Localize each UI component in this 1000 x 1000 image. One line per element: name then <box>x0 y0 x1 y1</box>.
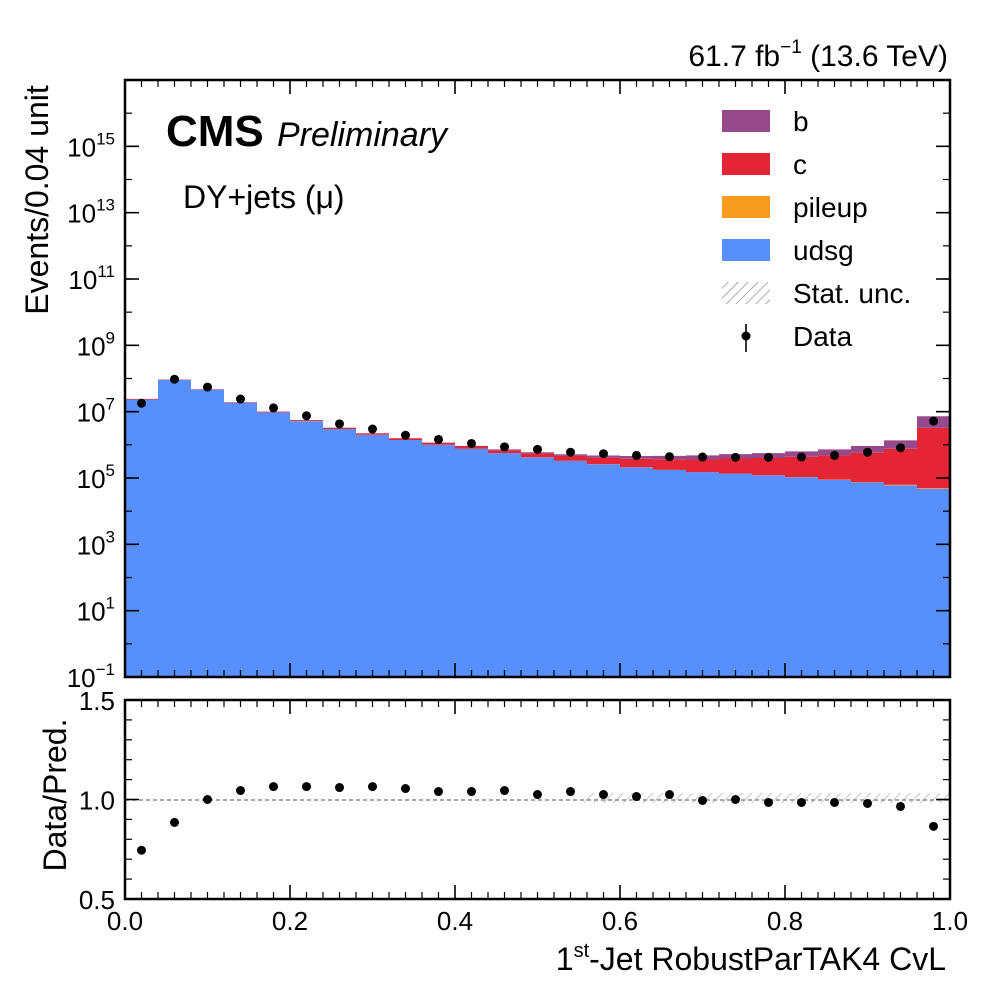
ratio-panel: 0.5 1.0 1.5 0.0 0.2 0.4 0.6 0.8 1.0 <box>79 686 968 936</box>
legend-label-data: Data <box>793 321 853 352</box>
data-point <box>335 419 344 429</box>
lumi-label: 61.7 fb−1 (13.6 TeV) <box>688 37 948 73</box>
y-tick-label: 10−1 <box>67 660 115 693</box>
main-plot-frame <box>123 78 952 679</box>
stack-c <box>125 379 950 489</box>
x-tick-label: 0.0 <box>107 906 143 936</box>
ratio-point <box>863 798 872 808</box>
ratio-point <box>830 797 839 807</box>
data-point <box>797 452 806 462</box>
data-point <box>665 452 674 462</box>
main-panel: 10−1 101 103 105 107 109 1011 1013 1015 <box>67 78 952 693</box>
ratio-point <box>269 782 278 792</box>
y-tick-label: 101 <box>77 594 115 627</box>
ratio-point <box>566 787 575 797</box>
ratio-point <box>467 787 476 797</box>
ratio-point <box>764 797 773 807</box>
ratio-point <box>665 790 674 800</box>
ratio-point <box>599 790 608 800</box>
legend-label-udsg: udsg <box>793 235 854 266</box>
x-tick-label: 0.8 <box>767 906 803 936</box>
data-point <box>896 443 905 453</box>
data-point <box>830 450 839 460</box>
y-tick-label: 1013 <box>67 196 115 229</box>
y-tick-label: 1011 <box>68 262 115 295</box>
main-y-axis-label: Events/0.04 unit <box>19 85 55 315</box>
y-tick-label: 1015 <box>67 129 115 162</box>
legend-swatch-b <box>722 110 770 132</box>
ratio-point <box>698 795 707 805</box>
legend-label-c: c <box>793 149 807 180</box>
cms-label: CMS <box>166 107 264 156</box>
data-point <box>203 382 212 392</box>
stack-udsg <box>125 380 950 677</box>
y-tick-label: 105 <box>77 461 115 494</box>
data-point <box>632 450 641 460</box>
ratio-point <box>797 797 806 807</box>
data-point <box>467 438 476 448</box>
ratio-point <box>302 782 311 792</box>
y-tick-label: 103 <box>77 527 115 560</box>
legend-marker-data <box>741 331 751 341</box>
x-tick-label: 0.2 <box>272 906 308 936</box>
legend-swatch-udsg <box>722 239 770 261</box>
ratio-point <box>632 792 641 802</box>
legend: bc pileup udsg Stat. unc. Data <box>722 106 911 352</box>
x-axis-label: 1st-Jet RobustParTAK4 CvL <box>556 940 946 977</box>
data-point <box>731 452 740 462</box>
x-tick-label: 0.6 <box>602 906 638 936</box>
data-points <box>137 374 938 462</box>
ratio-point <box>170 817 179 827</box>
data-point <box>269 403 278 413</box>
data-point <box>302 411 311 421</box>
data-point <box>863 447 872 457</box>
data-point <box>137 398 146 408</box>
legend-swatch-c <box>722 153 770 175</box>
legend-label-stat_unc: Stat. unc. <box>793 278 911 309</box>
data-point <box>236 394 245 404</box>
data-point <box>170 374 179 384</box>
legend-label-b: b <box>793 106 809 137</box>
ratio-point <box>335 783 344 793</box>
legend-swatch-pileup <box>722 196 770 218</box>
ratio-point <box>929 821 938 831</box>
ratio-y-tick-label: 1.5 <box>79 686 115 716</box>
ratio-point <box>896 801 905 811</box>
ratio-point <box>434 787 443 797</box>
data-point <box>533 444 542 454</box>
ratio-y-tick-label: 0.5 <box>79 885 115 915</box>
ratio-y-axis-label: Data/Pred. <box>37 719 73 872</box>
data-point <box>401 430 410 440</box>
data-point <box>500 442 509 452</box>
ratio-point <box>137 845 146 855</box>
stacked-histogram <box>125 379 950 677</box>
ratio-points <box>137 782 938 855</box>
data-point <box>434 434 443 444</box>
data-point <box>566 447 575 457</box>
ratio-point <box>236 786 245 796</box>
ratio-plot-frame <box>123 698 952 901</box>
ratio-point <box>368 782 377 792</box>
data-point <box>599 449 608 459</box>
legend-swatch-stat-unc <box>722 282 770 304</box>
ratio-point <box>731 795 740 804</box>
x-tick-label: 1.0 <box>932 906 968 936</box>
ratio-y-tick-label: 1.0 <box>79 786 115 816</box>
preliminary-label: Preliminary <box>277 116 449 154</box>
ratio-point <box>500 786 509 796</box>
data-point <box>929 416 938 426</box>
ratio-point <box>533 790 542 800</box>
x-tick-label: 0.4 <box>437 906 473 936</box>
channel-label: DY+jets (μ) <box>183 179 345 215</box>
y-tick-label: 109 <box>77 328 115 361</box>
y-tick-label: 107 <box>77 395 115 428</box>
ratio-point <box>203 795 212 804</box>
data-point <box>764 452 773 462</box>
ratio-point <box>401 784 410 794</box>
data-point <box>368 424 377 434</box>
ratio-stat-unc-band <box>584 793 950 803</box>
legend-label-pileup: pileup <box>793 192 868 223</box>
data-point <box>698 452 707 462</box>
